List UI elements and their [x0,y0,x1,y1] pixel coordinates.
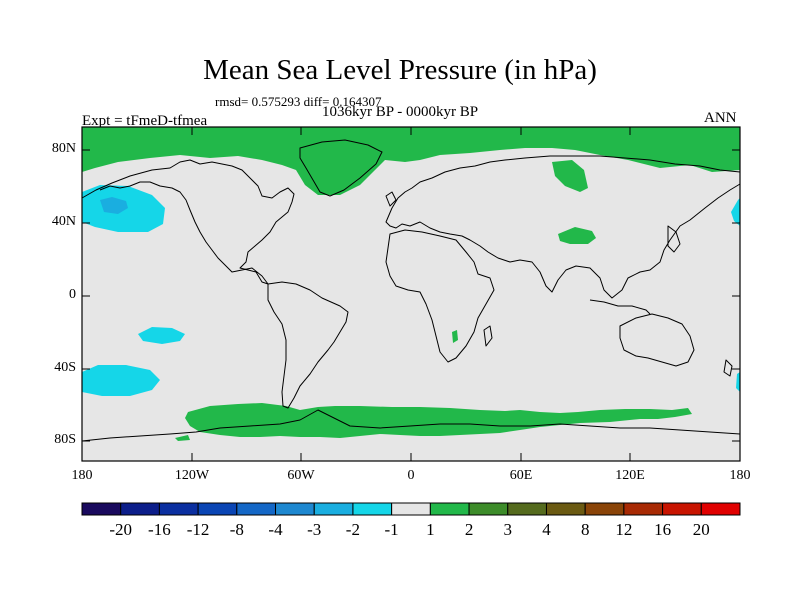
colorbar-box [120,502,160,516]
lon-label-120w: 120W [174,468,210,483]
colorbar-box [700,502,741,516]
new-zealand-coast [723,359,733,377]
greenland-coast [299,139,383,197]
lat-label-80n: 80N [51,141,76,156]
colorbar [81,502,741,516]
colorbar-label: -3 [307,520,322,539]
lon-label-60w: 60W [287,468,315,483]
colorbar-label: -20 [109,520,133,539]
colorbar-label: 1 [426,520,435,539]
south-pacific-anomaly [138,327,185,344]
colorbar-box [313,502,354,516]
season-label: ANN [704,110,737,126]
lon-label-120e: 120E [615,468,645,483]
lat-label-80s: 80S [54,432,76,447]
uk-coast [385,191,397,207]
period-label: 1036kyr BP - 0000kyr BP [322,104,479,120]
colorbar-box [158,502,199,516]
colorbar-label: -8 [229,520,244,539]
colorbar-box [545,502,586,516]
africa-anomaly [452,330,458,343]
north-pacific-core [100,197,128,214]
lon-label-180e: 180 [729,468,751,483]
southern-ocean-east-anomaly [736,372,740,392]
arctic-anomaly [82,127,740,195]
colorbar-label: 12 [615,520,633,539]
eurasia-coast [385,155,741,299]
colorbar-box [468,502,509,516]
antarctic-patch [175,435,190,441]
south-america-coast [267,281,349,409]
colorbar-label: 8 [580,520,590,539]
lon-label-0: 0 [407,468,415,483]
colorbar-label: 4 [542,520,551,539]
axis-ticks [82,127,740,461]
colorbar-box [81,502,122,516]
north-america-coast [81,159,295,285]
map-background [82,127,740,461]
antarctica-coast [81,409,741,442]
colorbar-box [352,502,393,516]
southern-ocean-anomaly [82,365,160,396]
stats-line: rmsd= 0.575293 diff= 0.164307 [215,94,382,109]
colorbar-label: -12 [186,520,210,539]
madagascar-coast [483,325,493,347]
east-pacific-anomaly [731,198,740,226]
colorbar-label: 3 [503,520,513,539]
experiment-label: Expt = tFmeD-tfmea [82,113,208,129]
colorbar-box [623,502,664,516]
indonesia-coast [589,299,651,315]
colorbar-label: 16 [654,520,672,539]
colorbar-box [236,502,277,516]
colorbar-label: -4 [268,520,283,539]
colorbar-box [391,502,431,516]
colorbar-label: -2 [345,520,360,539]
map-title: Mean Sea Level Pressure (in hPa) [203,54,597,86]
australia-coast [619,313,695,367]
negative-anomaly-regions [82,185,740,396]
africa-coast [385,229,495,363]
tibet-anomaly [558,227,596,244]
colorbar-box [275,502,315,516]
lon-label-180w: 180 [71,468,93,483]
lat-label-40s: 40S [54,360,76,375]
japan-coast [667,225,681,253]
colorbar-label: -16 [148,520,171,539]
coastlines [81,139,741,442]
colorbar-label: -1 [384,520,399,539]
colorbar-box [197,502,238,516]
colorbar-box [507,502,547,516]
lon-label-60e: 60E [509,468,533,483]
colorbar-box [662,502,702,516]
colorbar-box [429,502,470,516]
siberia-anomaly [552,160,588,192]
colorbar-box [584,502,625,516]
lat-label-0: 0 [69,287,76,302]
positive-anomaly-regions [82,127,740,441]
lat-label-40n: 40N [51,214,76,229]
colorbar-label: 20 [692,520,710,539]
antarctic-anomaly [185,403,692,438]
colorbar-label: 2 [464,520,474,539]
